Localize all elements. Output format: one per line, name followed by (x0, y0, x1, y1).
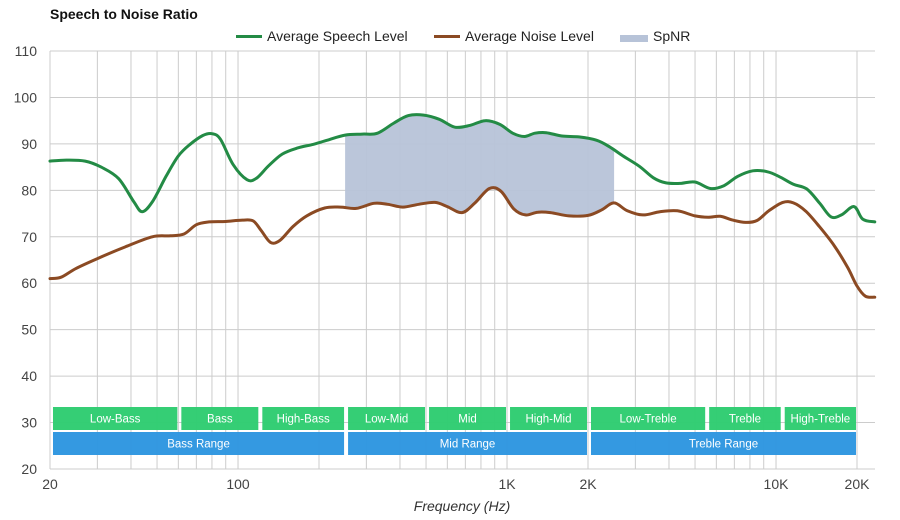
y-tick-label: 30 (21, 415, 37, 431)
y-tick-label: 90 (21, 136, 37, 152)
legend-item[interactable]: Average Speech Level (236, 28, 408, 44)
x-tick-label: 1K (498, 476, 516, 492)
legend-swatch-line (434, 35, 460, 38)
sub-range-band-label: Bass (207, 414, 233, 426)
series-layer (48, 113, 877, 299)
average-speech-level-line (48, 113, 877, 224)
y-tick-label: 20 (21, 461, 37, 477)
sub-range-band (709, 407, 781, 430)
legend-label: SpNR (653, 28, 690, 44)
sub-range-band (181, 407, 259, 430)
legend-item[interactable]: SpNR (620, 28, 690, 44)
legend-swatch-area (620, 35, 648, 42)
sub-range-band-label: High-Mid (526, 414, 572, 426)
y-tick-label: 60 (21, 275, 37, 291)
sub-range-band-label: Mid (458, 414, 477, 426)
x-tick-label: 20 (42, 476, 58, 492)
x-axis-label: Frequency (Hz) (414, 498, 510, 514)
sub-range-band (510, 407, 587, 430)
range-band-label: Mid Range (440, 439, 496, 451)
spnr-area (345, 115, 615, 216)
range-band (53, 432, 345, 455)
chart-title: Speech to Noise Ratio (50, 6, 198, 22)
y-tick-label: 100 (14, 89, 38, 105)
y-axis-ticks: 20 30 40 50 60 70 80 90 100 110 (14, 43, 38, 477)
legend-swatch-line (236, 35, 262, 38)
sub-range-band-label: Treble (729, 414, 761, 426)
sub-range-band (53, 407, 178, 430)
frequency-bands: Low-Bass Bass High-Bass Low-Mid Mid High-Mid L… (53, 407, 856, 455)
sub-range-band-label: Low-Mid (365, 414, 408, 426)
range-band (348, 432, 587, 455)
x-tick-label: 100 (226, 476, 250, 492)
sub-range-band-label: Low-Treble (620, 414, 677, 426)
sub-range-band-label: High-Bass (277, 414, 330, 426)
sub-range-band (348, 407, 426, 430)
sub-range-band-label: Low-Bass (90, 414, 141, 426)
sub-range-band (262, 407, 345, 430)
average-noise-level-line (48, 186, 877, 299)
legend-item[interactable]: Average Noise Level (434, 28, 594, 44)
grid (49, 50, 875, 470)
sub-range-band (429, 407, 507, 430)
y-tick-label: 40 (21, 368, 37, 384)
range-band (591, 432, 856, 455)
sub-range-band (591, 407, 706, 430)
x-tick-label: 10K (764, 476, 790, 492)
range-band-label: Bass Range (167, 439, 230, 451)
range-band-label: Treble Range (689, 439, 758, 451)
y-tick-label: 70 (21, 229, 37, 245)
y-tick-label: 110 (15, 43, 38, 59)
y-tick-label: 50 (21, 322, 37, 338)
legend: Average Speech Level Average Noise Level S… (236, 28, 690, 44)
legend-label: Average Noise Level (465, 28, 594, 44)
x-axis-ticks: 20 100 1K 2K 10K 20K (42, 476, 870, 492)
y-tick-label: 80 (21, 182, 37, 198)
sub-range-band-label: High-Treble (791, 414, 851, 426)
sub-range-band (784, 407, 856, 430)
x-tick-label: 2K (579, 476, 597, 492)
legend-label: Average Speech Level (267, 28, 408, 44)
spnr-area-layer (345, 115, 615, 216)
x-tick-label: 20K (845, 476, 871, 492)
